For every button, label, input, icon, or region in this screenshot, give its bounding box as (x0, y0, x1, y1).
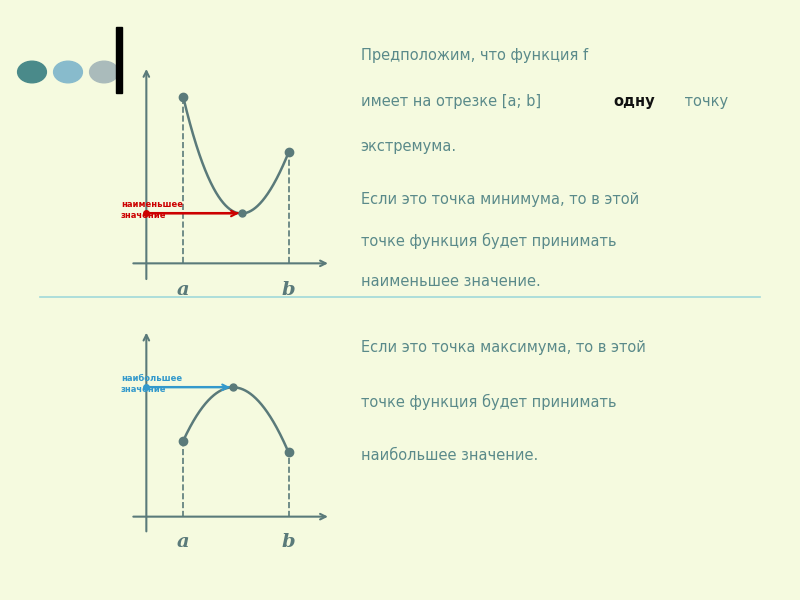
Text: b: b (282, 533, 295, 551)
Text: наибольшее
значение: наибольшее значение (121, 374, 182, 394)
Text: точке функция будет принимать: точке функция будет принимать (361, 233, 616, 249)
Text: a: a (177, 281, 190, 299)
Text: Если это точка минимума, то в этой: Если это точка минимума, то в этой (361, 192, 639, 207)
Text: наименьшее значение.: наименьшее значение. (361, 274, 540, 289)
Text: a: a (177, 533, 190, 551)
Text: имеет на отрезке [a; b]: имеет на отрезке [a; b] (361, 94, 550, 109)
Text: точку: точку (680, 94, 729, 109)
Text: экстремума.: экстремума. (361, 139, 457, 154)
Text: точке функция будет принимать: точке функция будет принимать (361, 394, 616, 410)
Text: одну: одну (614, 94, 655, 109)
Text: наибольшее значение.: наибольшее значение. (361, 448, 538, 463)
Text: Если это точка максимума, то в этой: Если это точка максимума, то в этой (361, 340, 646, 355)
Text: Предположим, что функция f: Предположим, что функция f (361, 48, 588, 63)
Text: наименьшее
значение: наименьшее значение (121, 200, 183, 220)
Text: b: b (282, 281, 295, 299)
